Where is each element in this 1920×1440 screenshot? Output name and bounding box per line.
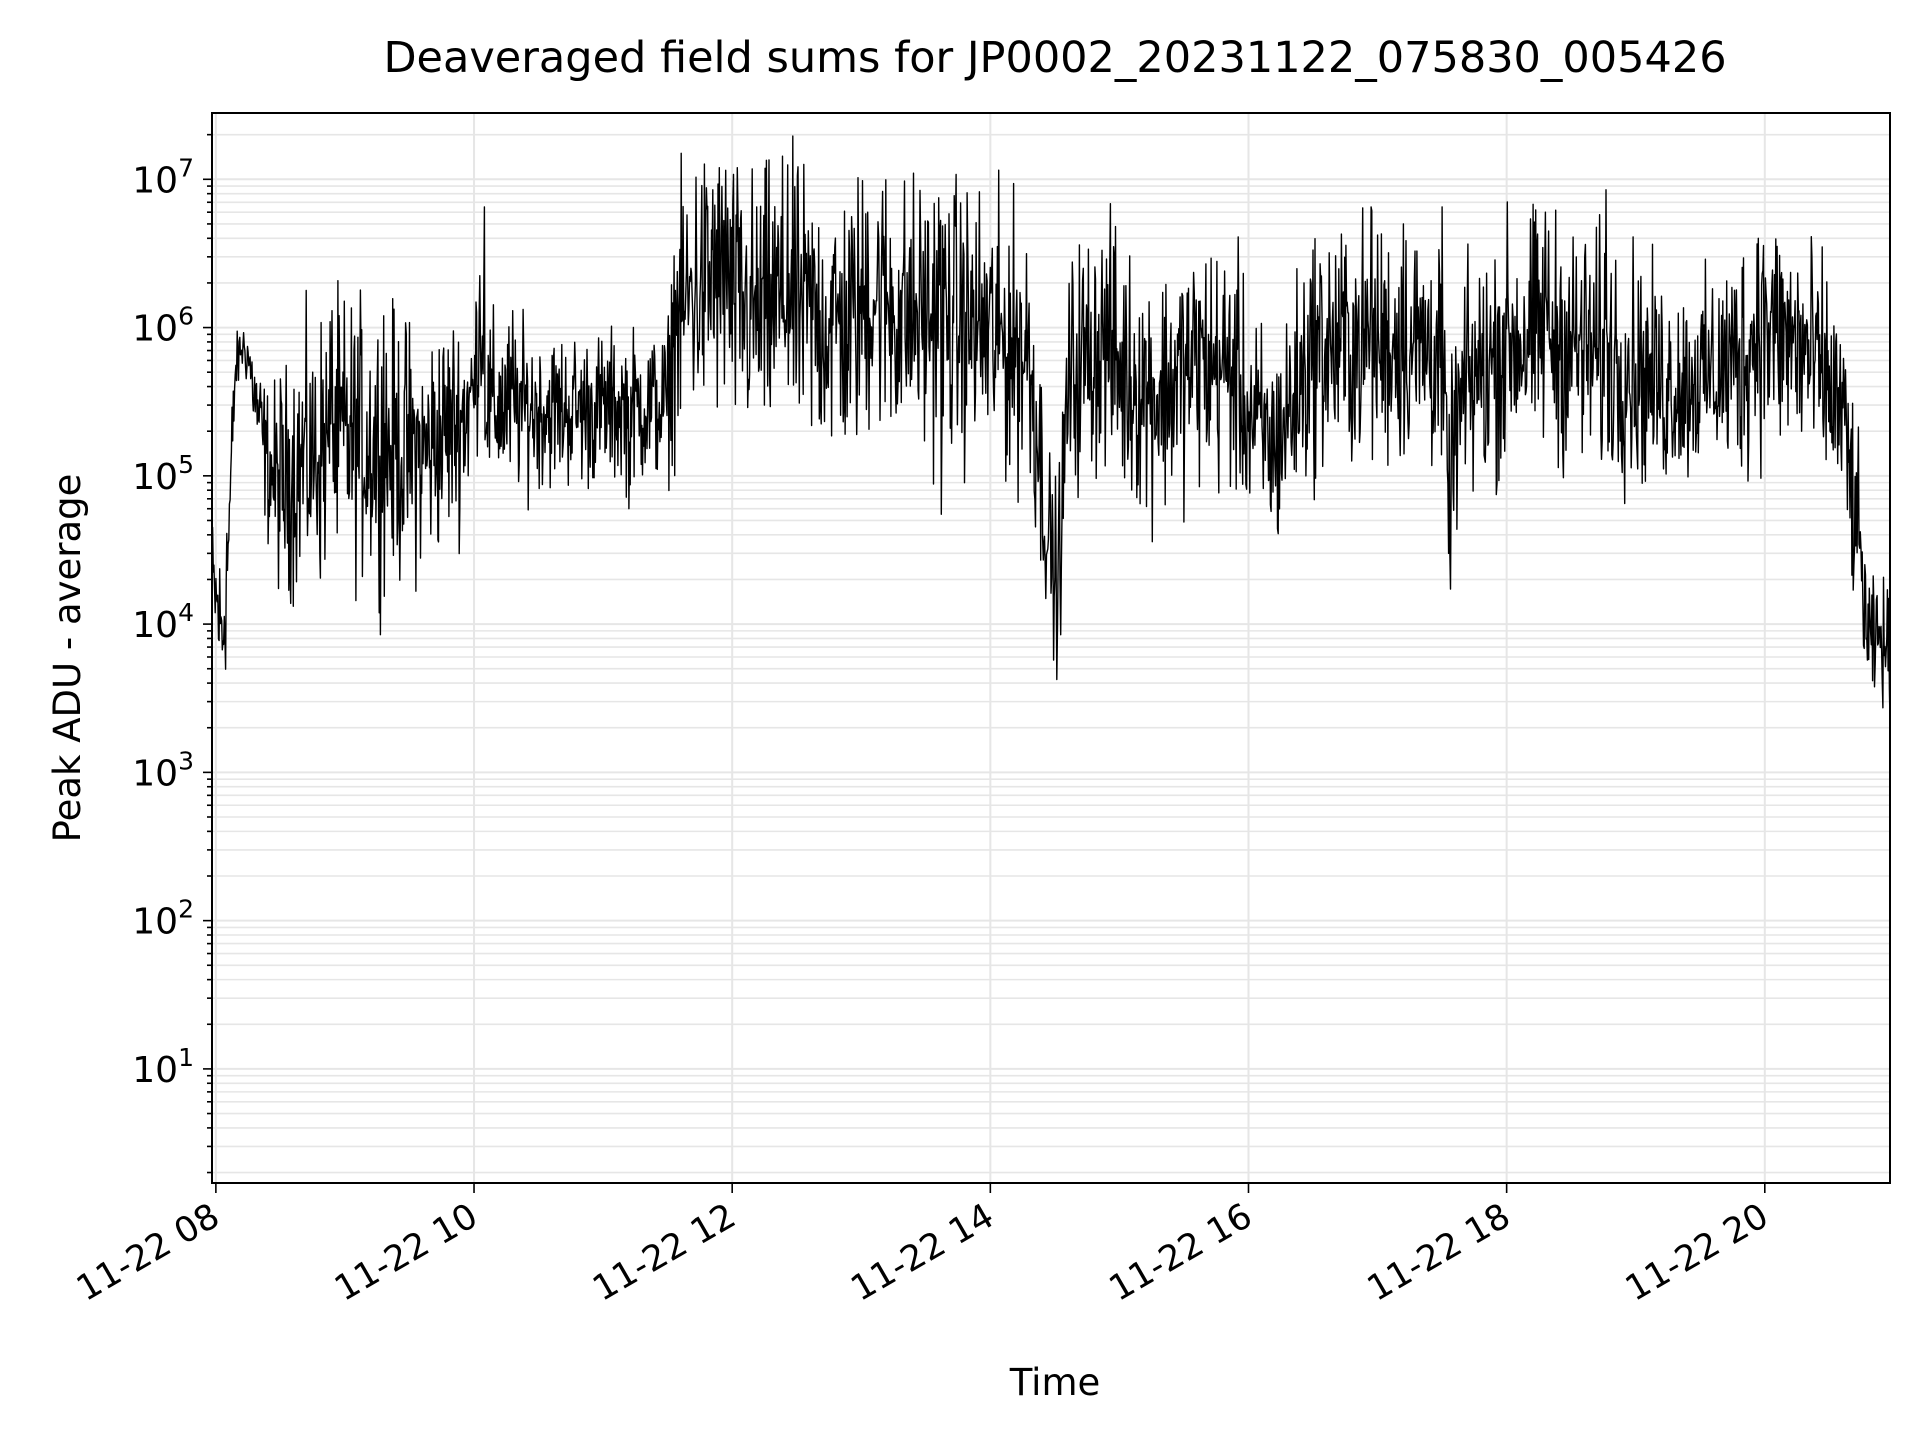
y-tick-label: 106	[132, 302, 194, 350]
y-tick-label: 103	[132, 746, 194, 794]
plot-area-frame	[211, 112, 1891, 1184]
data-line-group	[211, 135, 1891, 722]
x-axis-label: Time	[1009, 1361, 1101, 1404]
chart-title: Deaveraged field sums for JP0002_2023112…	[383, 33, 1726, 83]
y-tick-label: 107	[132, 153, 194, 201]
y-axis-label: Peak ADU - average	[46, 474, 89, 843]
y-tick-label: 104	[132, 598, 194, 646]
grid	[212, 113, 1890, 1183]
axis-ticks	[203, 133, 1766, 1193]
y-tick-label: 102	[132, 895, 194, 943]
y-tick-label: 101	[132, 1043, 194, 1091]
series-line	[211, 135, 1891, 722]
y-tick-label: 105	[132, 450, 194, 498]
